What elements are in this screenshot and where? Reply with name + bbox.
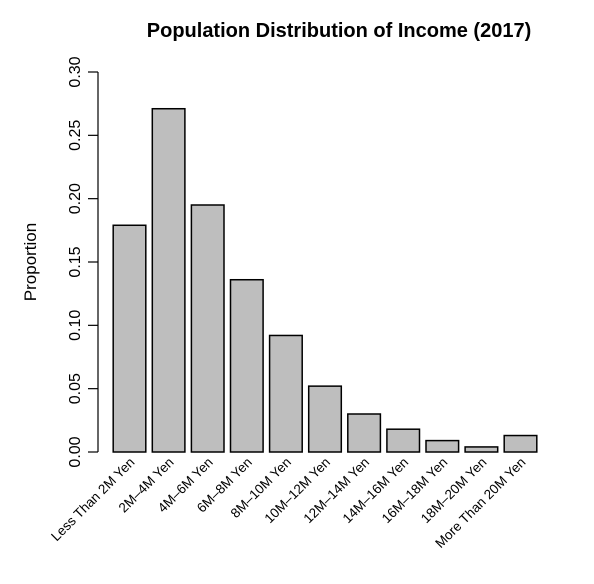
y-axis-ticks: 0.00 0.05 0.10 0.15 0.20 0.25 0.30 <box>67 56 98 468</box>
y-tick-label: 0.05 <box>67 373 84 404</box>
y-tick-label: 0.15 <box>67 246 84 277</box>
y-tick-label: 0.10 <box>67 310 84 341</box>
bar <box>425 439 460 453</box>
bar <box>268 334 303 453</box>
chart-title: Population Distribution of Income (2017) <box>147 20 531 42</box>
y-tick-label: 0.30 <box>67 56 84 87</box>
y-tick-label: 0.25 <box>67 120 84 151</box>
bar <box>151 107 186 453</box>
y-tick-label: 0.20 <box>67 183 84 214</box>
y-axis-label: Proportion <box>21 223 40 301</box>
bar <box>190 204 225 453</box>
y-tick-label: 0.00 <box>67 436 84 467</box>
bar <box>503 434 538 453</box>
bar <box>229 278 264 453</box>
bars <box>112 107 538 453</box>
bar <box>386 428 421 453</box>
bar <box>347 413 382 453</box>
bar <box>307 385 343 453</box>
bar <box>112 224 147 453</box>
bar <box>464 446 499 453</box>
